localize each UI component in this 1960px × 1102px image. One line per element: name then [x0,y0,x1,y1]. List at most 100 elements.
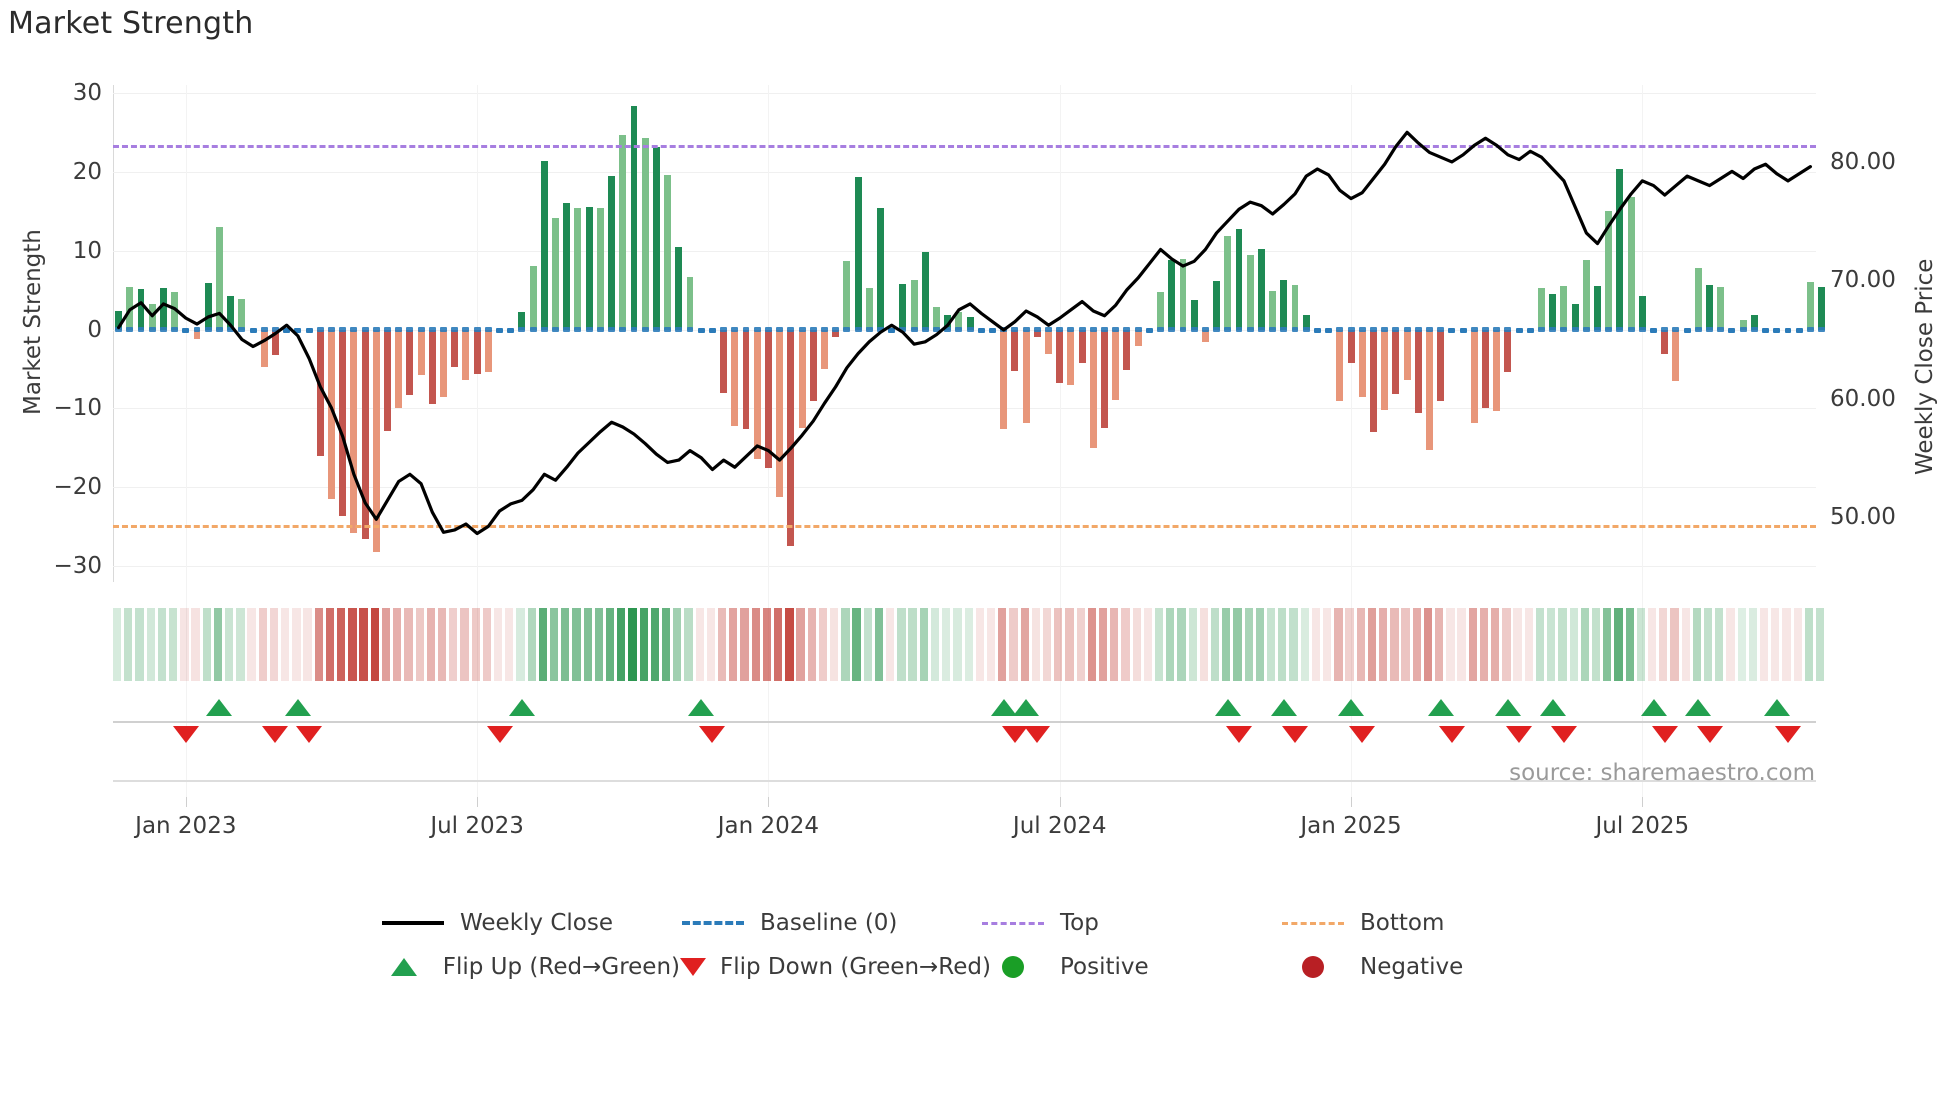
legend-item[interactable]: Flip Up (Red→Green) [380,954,680,980]
baseline-segment [1313,327,1321,333]
baseline-segment [1224,327,1232,333]
heatmap-cell [1244,608,1253,681]
heatmap-cell [818,608,828,681]
flip-up-marker [1013,699,1040,716]
legend-item[interactable]: Bottom [1280,910,1580,936]
y2-tick-label: 70.00 [1830,267,1896,294]
gridline [113,566,1816,568]
flip-down-marker [1349,726,1376,743]
heatmap-cell [213,608,223,681]
baseline-segment [215,327,223,333]
strength-bar [1078,329,1086,363]
baseline-segment [540,327,548,333]
baseline-segment [596,327,604,333]
heatmap-cell [516,608,525,681]
heatmap-cell [1345,608,1354,681]
baseline-segment [1694,327,1702,333]
y2-tick-label: 80.00 [1830,148,1896,175]
strength-bar [1246,255,1254,330]
heatmap-cell [695,608,704,681]
weekly-close-line [116,130,1813,536]
baseline-segment [820,327,828,333]
heatmap-cell [729,608,738,681]
flip-down-marker [296,726,323,743]
baseline-segment [159,327,167,333]
baseline-segment [529,327,537,333]
heatmap-cell [1681,608,1690,681]
baseline-segment [1526,327,1534,333]
heatmap-cell [975,608,984,681]
y-axis-label: Market Strength [20,229,46,415]
baseline-segment [1033,327,1041,333]
strength-bar [1280,279,1288,330]
baseline-segment [1358,327,1366,333]
flip-down-marker [1225,726,1252,743]
baseline-segment [193,327,201,333]
heatmap-cell [1177,608,1186,681]
strength-bar [1033,329,1041,338]
legend-item[interactable]: Positive [980,954,1280,980]
bottom-reference-line [113,525,1816,529]
heatmap-cell [1098,608,1108,681]
strength-bar [540,160,548,330]
heatmap-cell [1311,608,1321,681]
heatmap-cell [561,608,570,681]
strength-bar [776,329,784,497]
strength-bar [440,329,447,398]
y-tick-label: −30 [53,553,102,580]
baseline-segment [384,327,391,333]
heatmap-cell [1479,608,1489,681]
baseline-segment [619,327,627,333]
baseline-segment [1112,327,1120,333]
strength-bar [865,287,873,330]
strength-bar [1661,329,1669,354]
baseline-segment [1123,327,1131,333]
strength-bar [1437,329,1445,402]
heatmap-cell [953,608,962,681]
baseline-segment [1728,327,1736,333]
flip-up-marker [1427,699,1454,716]
baseline-segment [1784,327,1792,333]
baseline-segment [1011,327,1019,333]
strength-bar [1011,329,1019,371]
baseline-segment [1325,327,1333,333]
strength-bar [1560,286,1568,330]
heatmap-cell [337,608,346,681]
legend-item[interactable]: Flip Down (Green→Red) [680,954,991,980]
heatmap-cell [1793,608,1802,681]
strength-bar [1414,329,1422,414]
strength-bar [529,266,537,330]
strength-bar [630,105,638,330]
flip-up-marker [1685,699,1712,716]
heatmap-cell [1334,608,1343,681]
flip-marker-band [113,690,1816,752]
baseline-segment [1459,327,1467,333]
baseline-segment [361,327,369,333]
heatmap-cell [426,608,435,681]
strength-bar [1504,329,1512,373]
legend-item[interactable]: Baseline (0) [680,910,980,936]
baseline-segment [1672,327,1680,333]
heatmap-cell [1121,608,1130,681]
baseline-segment [1067,327,1075,333]
legend-item[interactable]: Weekly Close [380,910,680,936]
strength-bar [1739,320,1747,330]
baseline-segment [462,327,470,333]
heatmap-cell [146,608,155,681]
heatmap-cell [471,608,480,681]
legend-item[interactable]: Negative [1280,954,1580,980]
legend-label: Flip Up (Red→Green) [442,954,680,980]
legend-item[interactable]: Top [980,910,1280,936]
baseline-segment [1605,327,1613,333]
baseline-segment [1627,327,1635,333]
heatmap-cell [617,608,626,681]
strength-bar [608,175,616,330]
heatmap-cell [359,608,368,681]
strength-bar [1157,292,1165,330]
baseline-segment [1403,327,1411,333]
strength-bar [227,295,235,330]
baseline-segment [1717,327,1725,333]
baseline-segment [451,327,459,333]
baseline-segment [1795,327,1803,333]
strength-bar [215,227,223,330]
